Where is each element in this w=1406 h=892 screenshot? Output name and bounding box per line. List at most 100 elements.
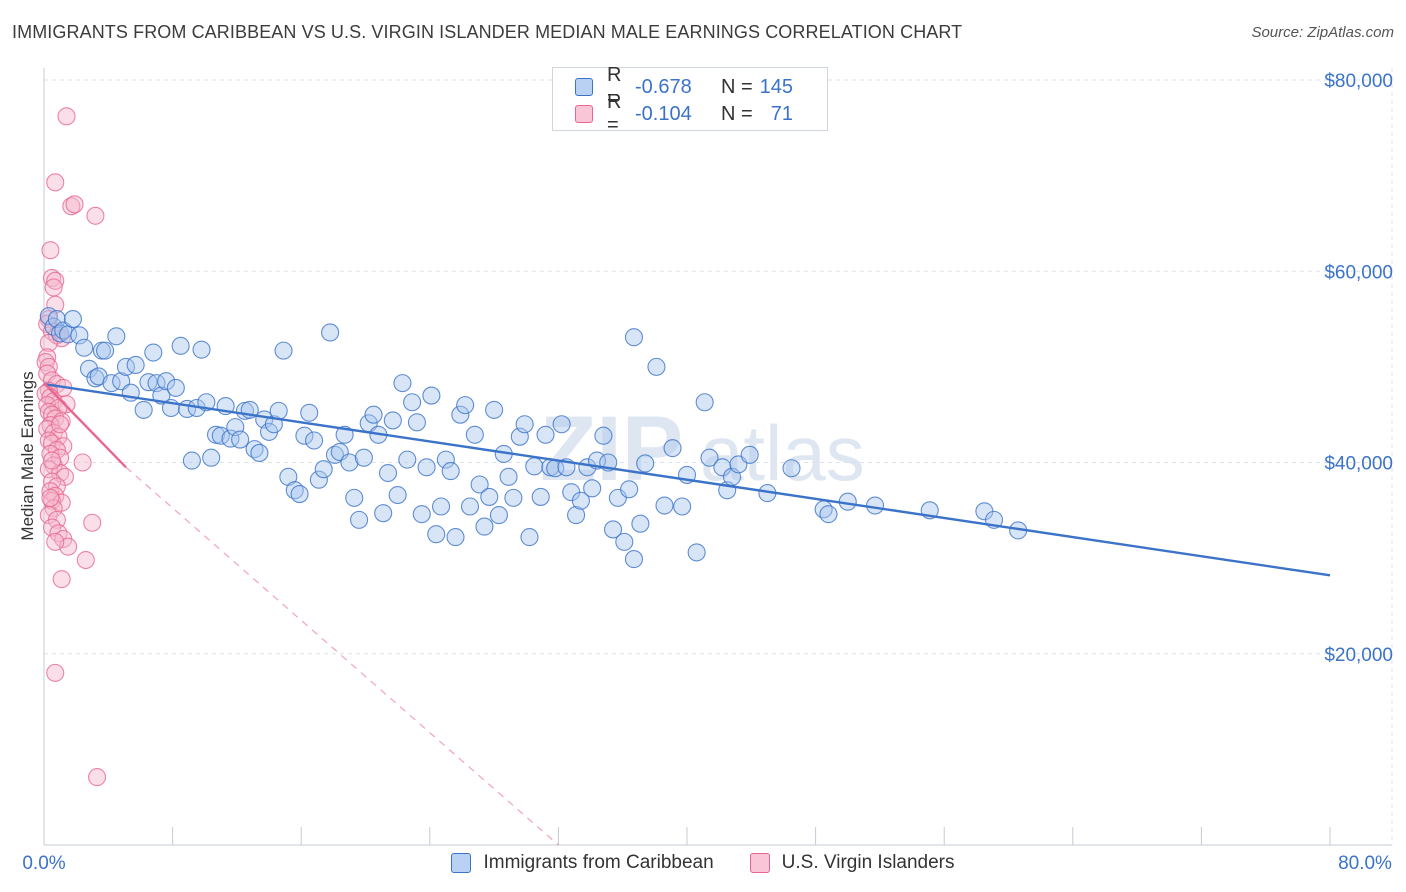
point-caribbean [695, 393, 714, 412]
point-caribbean [383, 411, 402, 430]
point-caribbean [300, 403, 319, 422]
point-virgin-islanders [46, 173, 65, 192]
point-caribbean [305, 431, 324, 450]
point-caribbean [274, 341, 293, 360]
point-caribbean [520, 528, 539, 547]
point-caribbean [364, 405, 383, 424]
point-caribbean [624, 550, 644, 569]
svg-text:atlas: atlas [700, 409, 865, 497]
point-caribbean [531, 487, 550, 506]
point-virgin-islanders [36, 353, 55, 372]
point-caribbean [624, 328, 644, 347]
point-virgin-islanders [38, 396, 57, 415]
point-caribbean [126, 355, 145, 375]
point-caribbean [250, 443, 269, 462]
point-virgin-islanders [41, 444, 60, 463]
point-caribbean [192, 340, 211, 359]
point-caribbean [567, 506, 586, 525]
point-caribbean [475, 517, 494, 536]
point-virgin-islanders [46, 663, 65, 682]
legend-row-pink: R = -0.104 N = 71 [575, 91, 793, 136]
point-caribbean [345, 488, 364, 507]
point-caribbean [407, 413, 426, 432]
x-tick-labels: 0.0% 80.0% [22, 853, 1392, 874]
point-caribbean [314, 460, 333, 479]
correlation-legend: R = -0.678 N = 145 R = -0.104 N = 71 [552, 64, 828, 136]
point-caribbean [615, 532, 634, 551]
point-caribbean [465, 425, 484, 444]
point-caribbean [412, 505, 431, 524]
point-virgin-islanders [42, 268, 62, 287]
point-caribbean [309, 470, 328, 489]
y-tick-labels: $20,000 $40,000 $60,000 $80,000 [1324, 71, 1393, 666]
point-caribbean [673, 497, 692, 516]
point-caribbean [515, 415, 534, 434]
point-caribbean [221, 429, 240, 448]
point-caribbean [432, 497, 451, 516]
point-virgin-islanders [86, 206, 105, 225]
point-caribbean [446, 528, 465, 547]
point-caribbean [436, 450, 455, 469]
legend-item-caribbean: Immigrants from Caribbean [451, 852, 714, 874]
grid-lines [44, 68, 1393, 845]
point-caribbean [480, 487, 499, 506]
point-caribbean [485, 400, 504, 419]
legend-r-label: R = [607, 91, 622, 136]
point-caribbean [63, 310, 82, 329]
legend-item-virgin-islanders: U.S. Virgin Islanders [749, 852, 955, 874]
y-tick-label: $80,000 [1324, 71, 1393, 92]
trend-line-extension [125, 466, 559, 846]
svg-text:ZIP: ZIP [540, 398, 683, 500]
x-tick-label: 0.0% [22, 853, 65, 874]
point-caribbean [536, 425, 555, 444]
legend-n-label: N = [721, 75, 753, 98]
point-caribbean [489, 506, 508, 525]
point-virgin-islanders [41, 241, 60, 260]
point-virgin-islanders [51, 415, 70, 434]
point-caribbean [427, 525, 446, 544]
legend-r-value: -0.678 [635, 75, 692, 98]
point-caribbean [417, 458, 436, 477]
point-caribbean [819, 505, 838, 524]
point-caribbean [340, 453, 359, 472]
point-virgin-islanders [57, 107, 76, 126]
point-caribbean [866, 496, 885, 515]
point-virgin-islanders [52, 570, 71, 589]
point-caribbean [290, 485, 309, 504]
point-virgin-islanders [76, 550, 95, 570]
point-caribbean [456, 396, 475, 415]
point-caribbean [451, 405, 470, 424]
point-caribbean [636, 454, 655, 473]
series-pink-points [36, 107, 107, 787]
point-caribbean [350, 510, 369, 529]
point-caribbean [202, 448, 221, 467]
point-caribbean [398, 450, 417, 469]
point-caribbean [107, 327, 126, 346]
point-virgin-islanders [46, 532, 65, 551]
trend-line-virgin-islanders [43, 382, 127, 469]
point-caribbean [631, 514, 650, 533]
series-blue-points [39, 307, 1028, 569]
point-caribbean [525, 457, 544, 476]
legend-n-value: 71 [770, 102, 793, 125]
point-caribbean [231, 430, 250, 449]
point-caribbean [75, 338, 94, 357]
point-virgin-islanders [62, 197, 81, 216]
y-tick-label: $60,000 [1324, 262, 1393, 283]
point-caribbean [571, 491, 590, 510]
y-tick-label: $40,000 [1324, 454, 1393, 475]
point-caribbean [295, 426, 314, 445]
point-caribbean [374, 504, 393, 523]
point-caribbean [166, 378, 185, 397]
point-virgin-islanders [42, 451, 62, 470]
point-caribbean [321, 323, 340, 342]
point-caribbean [583, 479, 602, 498]
point-caribbean [144, 343, 163, 362]
point-caribbean [269, 401, 288, 420]
point-caribbean [171, 336, 190, 355]
point-caribbean [96, 341, 115, 360]
point-virgin-islanders [73, 453, 92, 472]
point-caribbean [740, 445, 759, 464]
point-caribbean [700, 448, 719, 467]
